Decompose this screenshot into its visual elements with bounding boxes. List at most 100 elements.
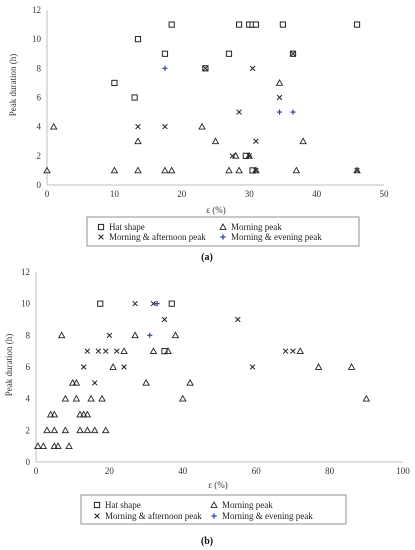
data-point-triangle bbox=[34, 442, 42, 450]
data-point-cross bbox=[91, 380, 98, 386]
data-point-cross bbox=[354, 167, 360, 174]
legend-label: Hat shape bbox=[109, 222, 145, 232]
data-point-triangle bbox=[43, 426, 51, 434]
x-tick-label: 10 bbox=[110, 189, 120, 199]
legend-label: Morning & evening peak bbox=[222, 511, 313, 521]
data-point-cross bbox=[162, 123, 168, 130]
y-tick-label: 10 bbox=[32, 34, 42, 44]
data-point-cross bbox=[290, 50, 296, 57]
y-tick-label: 12 bbox=[32, 5, 41, 15]
data-point-triangle bbox=[83, 410, 92, 418]
data-point-triangle bbox=[120, 347, 128, 355]
x-tick-label: 20 bbox=[177, 189, 187, 199]
legend-marker-triangle bbox=[210, 501, 218, 508]
data-point-triangle bbox=[50, 426, 59, 434]
x-axis-label-b: ε (%) bbox=[208, 480, 228, 490]
data-point-square bbox=[168, 21, 175, 28]
data-point-cross bbox=[253, 138, 259, 145]
x-tick-label: 0 bbox=[34, 466, 39, 476]
data-point-triangle bbox=[252, 166, 260, 174]
x-axis-label-a: ε (%) bbox=[206, 205, 226, 215]
data-point-cross bbox=[253, 167, 259, 174]
data-point-triangle bbox=[50, 410, 59, 418]
data-point-triangle bbox=[231, 151, 240, 159]
data-point-triangle bbox=[109, 363, 117, 370]
data-point-triangle bbox=[101, 426, 110, 434]
legend-label: Hat shape bbox=[105, 500, 141, 510]
data-point-triangle bbox=[296, 347, 305, 355]
legend-items-b: Hat shape Morning peak Morning & afternoon… bbox=[93, 500, 313, 521]
data-point-square bbox=[131, 94, 138, 101]
data-point-square bbox=[97, 300, 104, 307]
data-point-triangle bbox=[179, 394, 187, 402]
data-point-triangle bbox=[362, 394, 371, 402]
data-point-cross bbox=[202, 65, 209, 72]
legend-label: Morning peak bbox=[222, 500, 273, 510]
legend-marker-cross bbox=[98, 234, 104, 240]
data-point-triangle bbox=[72, 394, 81, 402]
data-point-triangle bbox=[275, 78, 284, 86]
legend-marker-plus bbox=[211, 513, 217, 519]
data-point-square bbox=[252, 21, 260, 28]
data-point-square bbox=[161, 348, 168, 355]
legend-marker-square bbox=[97, 223, 105, 231]
data-point-triangle bbox=[164, 347, 172, 355]
x-tick-label: 0 bbox=[45, 189, 50, 199]
data-point-triangle bbox=[50, 442, 59, 450]
data-point-triangle bbox=[76, 426, 84, 434]
legend-box-a bbox=[86, 216, 360, 247]
data-point-triangle bbox=[49, 122, 58, 130]
legend-label: Morning & afternoon peak bbox=[105, 511, 202, 521]
legend-a: Hat shape Morning peak Morning & afternoon… bbox=[86, 216, 360, 247]
data-point-triangle bbox=[83, 426, 92, 434]
data-point-triangle bbox=[211, 137, 220, 145]
data-point-cross bbox=[150, 300, 157, 307]
y-tick-label: 2 bbox=[26, 425, 31, 435]
data-point-cross bbox=[102, 348, 109, 354]
y-tick-label: 8 bbox=[37, 63, 42, 73]
legend-b: Hat shape Morning peak Morning & afternoon… bbox=[80, 494, 347, 525]
data-point-triangle bbox=[46, 410, 55, 418]
y-tick-label: 4 bbox=[37, 122, 42, 132]
data-point-cross bbox=[135, 123, 141, 130]
data-point-cross bbox=[282, 348, 289, 354]
data-point-triangle bbox=[347, 363, 356, 370]
data-point-triangle bbox=[87, 394, 95, 402]
data-points-a bbox=[43, 21, 361, 174]
data-point-cross bbox=[113, 348, 120, 354]
y-tick-label: 10 bbox=[21, 299, 31, 309]
data-point-triangle bbox=[57, 331, 66, 339]
data-point-triangle bbox=[161, 166, 169, 174]
y-tick-label: 8 bbox=[26, 330, 31, 340]
x-tick-label: 20 bbox=[105, 466, 115, 476]
data-point-plus bbox=[162, 65, 168, 71]
x-tick-label: 40 bbox=[178, 466, 188, 476]
data-point-triangle bbox=[186, 378, 194, 386]
data-point-triangle bbox=[142, 378, 150, 386]
data-point-cross bbox=[80, 364, 87, 370]
x-tick-label: 50 bbox=[380, 189, 390, 199]
data-point-square bbox=[225, 50, 233, 57]
data-point-triangle bbox=[39, 442, 48, 450]
data-point-cross bbox=[132, 300, 138, 307]
data-point-triangle bbox=[43, 166, 51, 174]
data-point-cross bbox=[246, 153, 252, 159]
data-point-triangle bbox=[54, 442, 62, 450]
data-point-triangle bbox=[65, 442, 73, 450]
y-tick-label: 6 bbox=[37, 93, 42, 103]
x-tick-labels-a: 0 10 20 30 40 50 bbox=[45, 189, 389, 199]
data-point-triangle bbox=[131, 331, 139, 339]
x-tick-label: 80 bbox=[325, 466, 335, 476]
data-point-square bbox=[279, 21, 286, 28]
data-point-triangle bbox=[90, 426, 99, 434]
legend-label: Morning & afternoon peak bbox=[109, 232, 206, 242]
legend-marker-plus bbox=[220, 234, 226, 240]
chart-panel-b: 0 2 4 6 8 10 12 0 20 40 60 80 100 Peak duration (h)… bbox=[4, 267, 410, 547]
data-point-triangle bbox=[235, 166, 243, 174]
data-point-triangle bbox=[149, 347, 158, 355]
data-point-square bbox=[235, 21, 243, 28]
data-point-triangle bbox=[134, 166, 142, 174]
data-point-square bbox=[111, 79, 118, 87]
